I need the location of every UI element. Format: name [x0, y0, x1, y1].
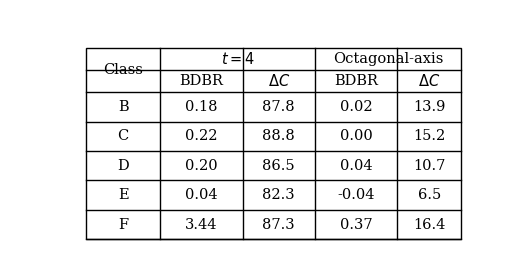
- Text: 15.2: 15.2: [413, 129, 446, 143]
- Text: E: E: [118, 188, 128, 202]
- Text: 10.7: 10.7: [413, 159, 446, 173]
- Text: 82.3: 82.3: [262, 188, 295, 202]
- Text: 0.22: 0.22: [185, 129, 218, 143]
- Text: $\Delta C$: $\Delta C$: [268, 73, 290, 89]
- Text: 0.37: 0.37: [340, 217, 372, 232]
- Text: 87.8: 87.8: [262, 100, 295, 114]
- Text: D: D: [117, 159, 129, 173]
- Text: C: C: [118, 129, 129, 143]
- Text: 87.3: 87.3: [262, 217, 295, 232]
- Text: F: F: [118, 217, 128, 232]
- Text: BDBR: BDBR: [334, 74, 378, 88]
- Text: 0.02: 0.02: [340, 100, 372, 114]
- Text: Octagonal-axis: Octagonal-axis: [333, 52, 443, 66]
- Text: 0.20: 0.20: [185, 159, 218, 173]
- Text: Class: Class: [103, 63, 143, 77]
- Text: BDBR: BDBR: [179, 74, 224, 88]
- Text: 0.00: 0.00: [340, 129, 372, 143]
- Text: 6.5: 6.5: [418, 188, 441, 202]
- Text: B: B: [118, 100, 128, 114]
- Text: 88.8: 88.8: [262, 129, 295, 143]
- Text: $t = 4$: $t = 4$: [220, 51, 255, 67]
- Text: 3.44: 3.44: [185, 217, 218, 232]
- Text: $\Delta C$: $\Delta C$: [418, 73, 440, 89]
- Text: 13.9: 13.9: [413, 100, 446, 114]
- Text: 0.04: 0.04: [340, 159, 372, 173]
- Text: 0.18: 0.18: [185, 100, 218, 114]
- Text: 16.4: 16.4: [413, 217, 446, 232]
- Text: 86.5: 86.5: [262, 159, 295, 173]
- Text: 0.04: 0.04: [185, 188, 218, 202]
- Text: -0.04: -0.04: [337, 188, 375, 202]
